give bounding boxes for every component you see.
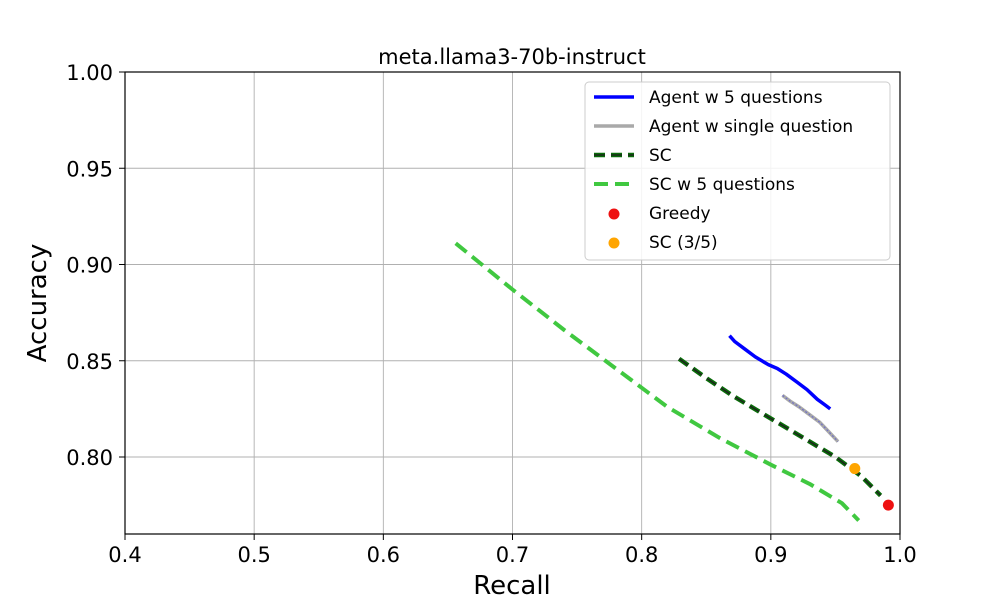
y-tick-label: 0.80: [66, 446, 113, 470]
legend-label-sc-3-5: SC (3/5): [649, 233, 718, 253]
y-axis-label: Accuracy: [23, 244, 53, 363]
legend-label-greedy: Greedy: [649, 204, 711, 224]
series-point-sc-3-5: [849, 463, 861, 475]
legend-label-agent-w-5-questions: Agent w 5 questions: [649, 88, 823, 108]
x-tick-label: 0.4: [108, 543, 141, 567]
x-tick-label: 0.5: [237, 543, 270, 567]
y-tick-label: 0.90: [66, 254, 113, 278]
legend-box: [584, 81, 891, 261]
legend-marker-greedy: [608, 208, 620, 220]
legend-label-sc-w-5-questions: SC w 5 questions: [649, 175, 795, 195]
chart-title: meta.llama3-70b-instruct: [378, 45, 646, 69]
x-axis-label: Recall: [473, 571, 551, 600]
x-tick-label: 0.9: [754, 543, 787, 567]
y-tick-label: 0.95: [66, 157, 113, 181]
series-line-agent-w-single-question: [781, 394, 840, 443]
series-point-greedy: [882, 499, 894, 511]
y-axis-ticks: 0.80 0.85 0.90 0.95 1.00: [66, 61, 125, 470]
plot-series: [454, 241, 894, 522]
series-line-sc: [677, 356, 883, 498]
legend-label-agent-w-single-question: Agent w single question: [649, 117, 853, 137]
legend-label-sc: SC: [649, 146, 672, 166]
x-tick-label: 0.8: [625, 543, 658, 567]
x-axis-ticks: 0.4 0.5 0.6 0.7 0.8 0.9 1.0: [108, 534, 917, 567]
series-line-single-inner: [782, 394, 839, 443]
series-line-sc-w-5-questions: [454, 241, 861, 522]
x-tick-label: 1.0: [883, 543, 916, 567]
legend: Agent w 5 questions Agent w single questi…: [584, 81, 891, 261]
y-tick-label: 1.00: [66, 61, 113, 85]
x-tick-label: 0.7: [496, 543, 529, 567]
y-tick-label: 0.85: [66, 350, 113, 374]
series-line-agent-w-5-questions: [728, 334, 832, 411]
legend-marker-sc-3-5: [608, 237, 620, 249]
x-tick-label: 0.6: [367, 543, 400, 567]
